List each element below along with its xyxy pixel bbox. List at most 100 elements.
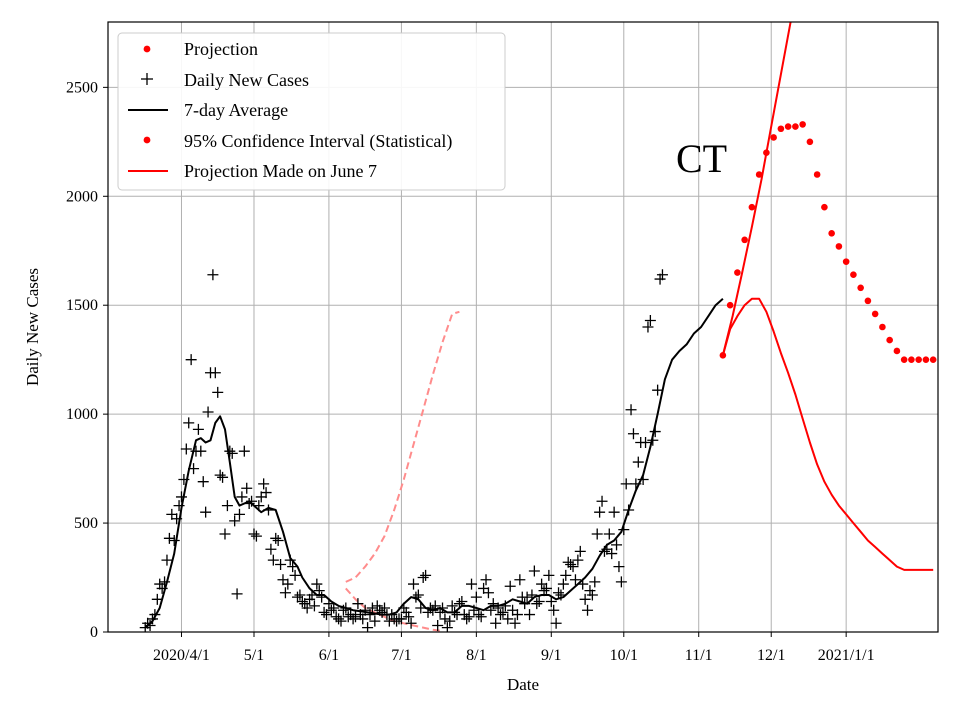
y-tick-label: 0 xyxy=(90,624,98,641)
daily-new-cases-marker xyxy=(533,596,545,607)
daily-new-cases-marker xyxy=(260,487,272,499)
daily-new-cases-marker xyxy=(579,593,591,605)
legend-marker-projection xyxy=(143,45,151,53)
daily-new-cases-marker xyxy=(545,596,557,607)
daily-new-cases-marker xyxy=(482,587,494,599)
daily-new-cases-marker xyxy=(376,606,388,618)
daily-new-cases-marker xyxy=(427,604,439,616)
daily-new-cases-marker xyxy=(188,463,200,475)
daily-new-cases-marker xyxy=(207,269,219,281)
daily-new-cases-marker xyxy=(589,576,601,588)
projection-point xyxy=(792,123,799,130)
x-tick-label: 8/1 xyxy=(466,647,486,664)
daily-new-cases-marker xyxy=(231,588,243,600)
daily-new-cases-marker xyxy=(161,554,173,566)
y-tick-label: 500 xyxy=(74,515,98,532)
x-tick-label: 6/1 xyxy=(319,647,339,664)
daily-new-cases-marker xyxy=(504,580,516,592)
daily-new-cases-marker xyxy=(618,524,630,536)
daily-new-cases-marker xyxy=(439,613,451,625)
projection-point xyxy=(813,171,821,178)
daily-new-cases-marker xyxy=(202,406,214,418)
projection-point xyxy=(828,230,835,237)
daily-new-cases-marker xyxy=(437,602,449,614)
daily-new-cases-marker xyxy=(432,619,444,631)
projection-point xyxy=(908,356,915,363)
daily-new-cases-marker xyxy=(429,600,441,612)
daily-new-cases-marker xyxy=(364,609,376,621)
daily-new-cases-marker xyxy=(335,615,347,627)
daily-new-cases-marker xyxy=(422,606,434,618)
daily-new-cases-marker xyxy=(301,602,313,614)
daily-new-cases-marker xyxy=(265,543,277,555)
daily-new-cases-marker xyxy=(272,535,284,546)
x-tick-label: 5/1 xyxy=(244,647,264,664)
daily-new-cases-marker xyxy=(499,600,511,612)
x-tick-label: 2021/1/1 xyxy=(818,647,875,664)
daily-new-cases-marker xyxy=(253,500,265,512)
y-tick-label: 1000 xyxy=(66,406,98,423)
daily-new-cases-marker xyxy=(379,602,391,614)
daily-new-cases-marker xyxy=(163,532,175,544)
daily-new-cases-marker xyxy=(320,609,332,621)
daily-new-cases-marker xyxy=(398,602,410,614)
daily-new-cases-marker xyxy=(209,367,221,379)
daily-new-cases-marker xyxy=(236,491,248,503)
daily-new-cases-marker xyxy=(347,613,359,625)
daily-new-cases-marker xyxy=(502,613,514,625)
projection-point xyxy=(893,347,901,355)
daily-new-cases-marker xyxy=(577,578,589,590)
daily-new-cases-marker xyxy=(267,554,279,566)
daily-new-cases-marker xyxy=(345,609,357,621)
daily-new-cases-marker xyxy=(632,456,644,468)
daily-new-cases-marker xyxy=(369,615,381,627)
daily-new-cases-marker xyxy=(601,543,613,555)
daily-new-cases-marker xyxy=(562,556,574,568)
daily-new-cases-marker xyxy=(258,478,270,490)
daily-new-cases-marker xyxy=(644,314,656,326)
daily-new-cases-marker xyxy=(219,528,231,540)
daily-new-cases-marker xyxy=(337,604,349,616)
daily-new-cases-marker xyxy=(654,273,666,285)
daily-new-cases-marker xyxy=(308,600,320,612)
daily-new-cases-marker xyxy=(470,591,482,603)
daily-new-cases-marker xyxy=(623,504,635,516)
legend-marker-confidence-interval xyxy=(143,136,151,144)
daily-new-cases-marker xyxy=(509,617,521,629)
daily-new-cases-marker xyxy=(294,589,306,601)
daily-new-cases-marker xyxy=(217,471,229,483)
x-axis-title: Date xyxy=(507,675,539,694)
daily-new-cases-marker xyxy=(328,602,340,614)
daily-new-cases-marker xyxy=(255,491,267,503)
projection-point xyxy=(857,284,864,292)
daily-new-cases-marker xyxy=(400,606,412,618)
daily-new-cases-marker xyxy=(531,598,543,610)
daily-new-cases-marker xyxy=(156,582,168,594)
daily-new-cases-marker xyxy=(318,606,330,618)
daily-new-cases-marker xyxy=(434,606,446,618)
daily-new-cases-marker xyxy=(485,604,497,616)
daily-new-cases-marker xyxy=(526,589,538,601)
x-tick-label: 9/1 xyxy=(541,647,561,664)
daily-new-cases-marker xyxy=(613,561,625,573)
daily-new-cases-marker xyxy=(333,613,345,625)
daily-new-cases-marker xyxy=(197,476,209,488)
95-confidence-interval-statistical-line xyxy=(721,22,792,356)
daily-new-cases-marker xyxy=(424,602,436,614)
projection-point xyxy=(770,134,777,141)
daily-new-cases-marker xyxy=(330,611,342,623)
daily-new-cases-marker xyxy=(178,474,190,485)
daily-new-cases-marker xyxy=(540,582,552,594)
daily-new-cases-marker xyxy=(304,593,316,605)
daily-new-cases-marker xyxy=(492,602,504,614)
daily-new-cases-marker xyxy=(594,506,606,518)
daily-new-cases-marker xyxy=(185,354,197,366)
legend-marker-daily-new-cases xyxy=(141,73,153,85)
daily-new-cases-marker xyxy=(456,596,468,607)
daily-new-cases-marker xyxy=(555,589,567,601)
daily-new-cases-marker xyxy=(490,617,502,629)
projection-point xyxy=(842,258,850,265)
daily-new-cases-marker xyxy=(403,611,415,623)
daily-new-cases-marker xyxy=(340,602,352,614)
legend-label-7-day-average: 7-day Average xyxy=(184,100,288,120)
